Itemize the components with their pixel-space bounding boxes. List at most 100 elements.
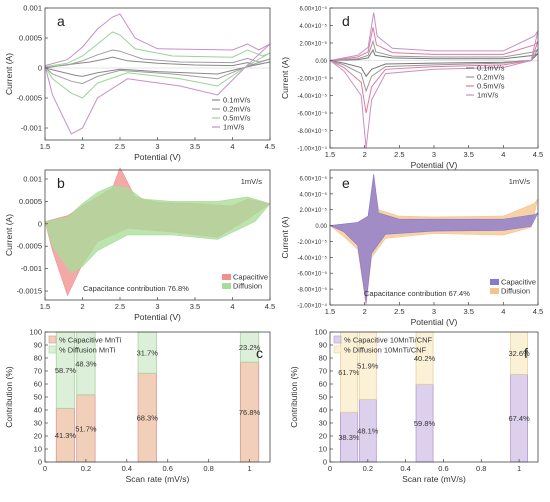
x-tick-label: 2.5 [394,307,404,316]
plot-area [330,8,538,148]
legend-swatch [333,345,342,354]
bar-label-capacitive-0: 41.3% [55,431,77,440]
x-tick-label: 3 [432,307,436,316]
x-tick-label: 1 [247,464,251,473]
x-tick-label: 0.8 [476,464,486,473]
bar-label-diffusion-2: 31.7% [137,349,159,358]
bar-label-diffusion-1: 48.3% [75,359,97,368]
legend-swatch [48,345,57,354]
panel-letter: f [524,345,528,361]
x-tick-label: 3.5 [190,142,200,151]
panel-letter: b [57,175,65,191]
y-tick-label: 6.00×10⁻⁵ [299,175,327,182]
legend-swatch [222,274,231,280]
panel-letter: c [256,345,263,361]
x-tick-label: 2 [363,150,367,159]
y-tick-label: -8.00×10⁻⁵ [297,287,327,294]
y-tick-label: 70 [34,367,42,376]
x-tick-label: 3.5 [463,307,473,316]
legend-entry: 0.1mV/s [477,64,505,73]
x-axis-label: Potential (V) [134,312,181,322]
legend: % Capacitive MnTi% Diffusion MnTi [48,336,122,355]
capacitance-annotation: Capacitance contribution 76.8% [83,284,189,293]
x-axis-label: Potential (V) [134,152,181,162]
y-tick-label: 80 [34,354,42,363]
y-axis-label: Contribution (%) [289,366,299,428]
x-tick-label: 0.2 [363,464,373,473]
bar-label-capacitive-2: 68.3% [137,414,159,423]
legend-entry: 0.5mV/s [223,114,251,123]
series-line-1 [44,49,271,85]
legend-entry: 0.1mV/s [223,96,251,105]
y-tick-label: 2.00×10⁻⁵ [299,41,327,48]
y-tick-label: 0.001 [23,4,42,13]
legend-entry: % Diffusion MnTi [59,346,116,355]
bar-label-diffusion-0: 61.7% [338,368,360,377]
bar-label-diffusion-0: 58.7% [55,366,77,375]
x-tick-label: 3.5 [190,302,200,311]
x-axis-label: Scan rate (mV/s) [402,474,466,484]
y-tick-label: 10 [34,445,42,454]
y-tick-label: 60 [319,380,327,389]
x-tick-label: 4 [501,307,505,316]
y-axis-label: Contribution (%) [4,366,14,428]
panel-letter: e [342,175,350,191]
x-tick-label: 3 [155,302,159,311]
x-tick-label: 3 [432,150,436,159]
x-tick-label: 1.5 [40,142,50,151]
x-tick-label: 4 [230,142,234,151]
x-tick-label: 4 [501,150,505,159]
legend-entry: Diffusion [233,282,262,291]
y-tick-label: -1.00×10⁻⁴ [297,303,327,310]
y-tick-label: -2.00×10⁻⁵ [297,239,327,246]
y-tick-label: 100 [29,328,42,337]
y-axis-label: Current (A) [280,216,290,258]
y-tick-label: 40 [319,406,327,415]
y-tick-label: 50 [34,393,42,402]
x-tick-label: 4.5 [533,307,543,316]
x-tick-label: 4.5 [265,302,275,311]
y-tick-label: 90 [319,341,327,350]
y-tick-label: 40 [34,406,42,415]
x-tick-label: 1.5 [325,307,335,316]
y-tick-label: 0.0005 [19,197,42,206]
y-axis-label: Current (A) [4,214,14,256]
scan-rate-annotation: 1mV/s [509,177,531,186]
x-tick-label: 2.5 [394,150,404,159]
legend-entry: Capacitive [501,278,536,287]
y-tick-label: 20 [34,432,42,441]
legend-entry: % Diffusion 10MnTi/CNF [344,346,427,355]
legend-swatch [490,279,499,285]
x-tick-label: 0.4 [400,464,410,473]
legend-swatch [490,288,499,294]
y-tick-label: -4.00×10⁻⁵ [297,255,327,262]
series-line-3 [44,13,271,135]
x-tick-label: 0.6 [163,464,173,473]
y-tick-label: 60 [34,380,42,389]
y-tick-label: -0.0015 [17,287,42,296]
bar-label-capacitive-3: 76.8% [239,408,261,417]
y-tick-label: 30 [319,419,327,428]
y-tick-label: -0.001 [21,264,42,273]
panel-a: 1.5 2 2.5 3 3.5 4 4.5 -0.001 -0.0005 0 0.0005 0.001… [4,4,275,163]
x-tick-label: 2.5 [115,302,125,311]
y-tick-label: 0.00 [315,224,327,230]
x-tick-label: 4.5 [533,150,543,159]
x-axis-label: Scan rate (mV/s) [126,474,190,484]
y-tick-label: 0 [38,219,42,228]
y-tick-label: 4.00×10⁻⁵ [299,23,327,30]
x-tick-label: 4.5 [265,142,275,151]
x-tick-label: 1 [517,464,521,473]
legend-entry: 1mV/s [477,91,499,100]
legend-entry: Diffusion [501,287,530,296]
x-tick-label: 2.5 [115,142,125,151]
legend-entry: 0.2mV/s [223,105,251,114]
bar-label-diffusion-3: 23.2% [239,343,261,352]
x-tick-label: 0.4 [122,464,132,473]
scan-rate-annotation: 1mV/s [241,177,263,186]
y-tick-label: 0.00 [315,59,327,65]
x-tick-label: 3.5 [463,150,473,159]
series-line-2 [44,31,271,99]
